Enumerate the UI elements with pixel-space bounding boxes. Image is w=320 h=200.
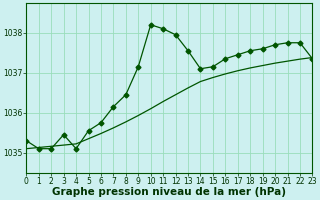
X-axis label: Graphe pression niveau de la mer (hPa): Graphe pression niveau de la mer (hPa): [52, 187, 286, 197]
